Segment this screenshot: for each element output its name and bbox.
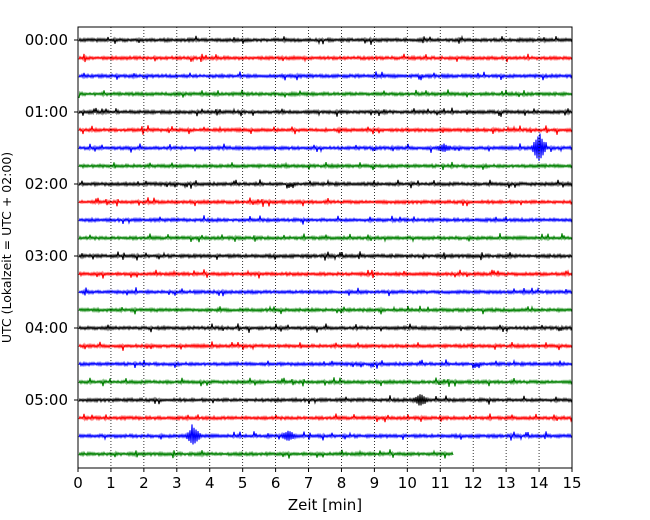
y-tick-label: 00:00 <box>25 31 68 49</box>
trace-0230 <box>78 215 573 225</box>
x-tick-label: 15 <box>562 474 581 492</box>
trace-0530 <box>78 424 573 445</box>
y-tick-label: 01:00 <box>25 103 68 121</box>
trace-0200 <box>78 178 573 189</box>
trace-0445 <box>78 377 573 387</box>
x-tick-label: 1 <box>106 474 116 492</box>
trace-0045 <box>78 89 573 99</box>
x-tick-label: 2 <box>139 474 149 492</box>
seismic-traces <box>78 34 573 459</box>
trace-0215 <box>78 197 573 207</box>
trace-0315 <box>78 269 573 279</box>
trace-0130 <box>78 133 573 161</box>
trace-0000 <box>78 34 573 46</box>
trace-0015 <box>78 53 573 63</box>
y-tick-label: 02:00 <box>25 175 68 193</box>
x-tick-label: 11 <box>431 474 450 492</box>
trace-0400 <box>78 323 573 334</box>
x-tick-label: 6 <box>271 474 281 492</box>
x-tick-label: 0 <box>73 474 83 492</box>
trace-0100 <box>78 107 573 117</box>
trace-0500 <box>78 394 573 406</box>
x-tick-label: 13 <box>497 474 516 492</box>
trace-0345 <box>78 305 573 315</box>
trace-0545 <box>78 449 454 459</box>
y-tick-label: 03:00 <box>25 247 68 265</box>
x-tick-label: 7 <box>304 474 314 492</box>
x-tick-label: 4 <box>205 474 215 492</box>
y-axis-ticks: 00:00 01:00 02:00 03:00 04:00 05:00 <box>25 31 78 409</box>
trace-0415 <box>78 341 573 351</box>
y-tick-label: 04:00 <box>25 319 68 337</box>
trace-0515 <box>78 413 573 423</box>
x-axis-ticks: 0 1 2 3 4 5 6 7 8 9 10 11 12 13 14 15 <box>73 468 582 492</box>
x-tick-label: 10 <box>398 474 417 492</box>
trace-0330 <box>78 286 573 297</box>
x-tick-label: 3 <box>172 474 182 492</box>
trace-0030 <box>78 71 573 81</box>
trace-0300 <box>78 251 573 262</box>
x-tick-label: 8 <box>337 474 347 492</box>
trace-0115 <box>78 125 573 135</box>
trace-0245 <box>78 233 573 243</box>
y-tick-label: 05:00 <box>25 391 68 409</box>
x-tick-label: 9 <box>370 474 380 492</box>
trace-0430 <box>78 358 573 369</box>
y-axis-label: UTC (Lokalzeit = UTC + 02:00) <box>0 152 14 343</box>
plot-frame <box>77 26 573 469</box>
x-tick-label: 12 <box>464 474 483 492</box>
x-axis-label: Zeit [min] <box>288 496 362 514</box>
x-tick-label: 5 <box>238 474 248 492</box>
x-tick-label: 14 <box>530 474 549 492</box>
trace-0145 <box>78 161 573 171</box>
